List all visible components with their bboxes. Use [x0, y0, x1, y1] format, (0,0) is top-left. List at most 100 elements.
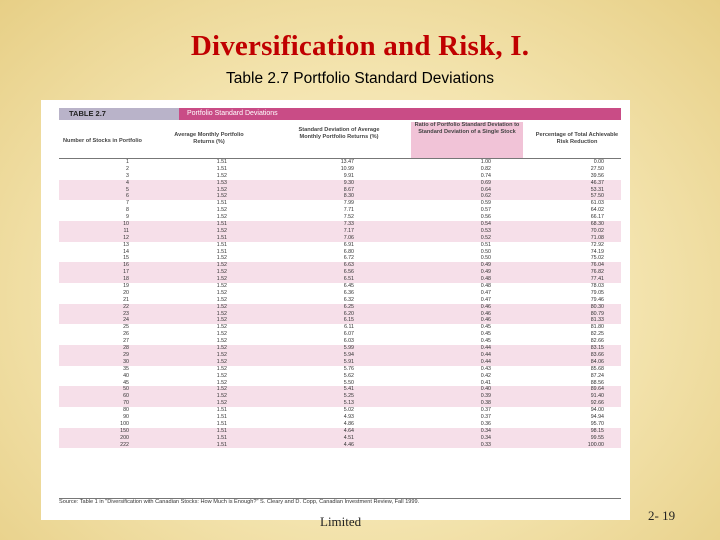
cell-std-dev: 5.13	[343, 400, 354, 407]
cell-avg-return: 1.52	[216, 358, 227, 365]
table-row: 35 1.52 5.76 0.43 85.68	[59, 366, 621, 373]
cell-stocks: 21	[123, 296, 129, 303]
cell-stocks: 14	[123, 248, 129, 255]
cell-risk-reduction: 74.19	[590, 248, 604, 255]
table-name: Portfolio Standard Deviations	[179, 108, 621, 120]
cell-std-dev: 5.62	[343, 372, 354, 379]
table-row: 50 1.52 5.41 0.40 89.64	[59, 386, 621, 394]
cell-stocks: 10	[123, 221, 129, 228]
cell-stocks: 222	[120, 441, 129, 448]
cell-std-dev: 6.45	[343, 283, 354, 290]
cell-risk-reduction: 53.31	[590, 186, 604, 193]
cell-std-dev: 6.25	[343, 303, 354, 310]
cell-stocks: 28	[123, 345, 129, 352]
cell-ratio: 0.48	[480, 283, 491, 290]
cell-std-dev: 6.91	[343, 241, 354, 248]
cell-avg-return: 1.51	[216, 427, 227, 434]
cell-avg-return: 1.52	[216, 365, 227, 372]
cell-stocks: 90	[123, 413, 129, 420]
cell-stocks: 18	[123, 276, 129, 283]
cell-stocks: 30	[123, 358, 129, 365]
header-number-of-stocks: Number of Stocks in Portfolio	[63, 138, 142, 144]
cell-std-dev: 5.99	[343, 345, 354, 352]
cell-stocks: 45	[123, 379, 129, 386]
cell-stocks: 20	[123, 289, 129, 296]
table-row: 25 1.52 6.11 0.45 81.80	[59, 324, 621, 331]
cell-risk-reduction: 98.15	[590, 427, 604, 434]
cell-std-dev: 6.32	[343, 296, 354, 303]
cell-risk-reduction: 81.33	[590, 317, 604, 324]
cell-risk-reduction: 83.15	[590, 345, 604, 352]
cell-stocks: 3	[126, 172, 129, 179]
cell-risk-reduction: 61.03	[590, 200, 604, 207]
header-risk-reduction: Percentage of Total Achievable Risk Redu…	[535, 132, 619, 145]
cell-risk-reduction: 75.02	[590, 255, 604, 262]
cell-ratio: 1.00	[480, 159, 491, 165]
cell-ratio: 0.44	[480, 358, 491, 365]
cell-ratio: 0.51	[480, 241, 491, 248]
cell-stocks: 16	[123, 262, 129, 269]
table-row: 3 1.52 9.91 0.74 39.56	[59, 173, 621, 180]
cell-avg-return: 1.52	[216, 186, 227, 193]
table-row: 19 1.52 6.45 0.48 78.03	[59, 283, 621, 290]
cell-avg-return: 1.53	[216, 179, 227, 186]
table-row: 90 1.51 4.93 0.37 94.94	[59, 414, 621, 421]
cell-avg-return: 1.52	[216, 289, 227, 296]
cell-std-dev: 7.17	[343, 227, 354, 234]
cell-risk-reduction: 99.55	[590, 434, 604, 441]
cell-std-dev: 7.71	[343, 207, 354, 214]
cell-ratio: 0.46	[480, 310, 491, 317]
cell-risk-reduction: 94.94	[590, 413, 604, 420]
cell-risk-reduction: 46.37	[590, 179, 604, 186]
cell-risk-reduction: 88.56	[590, 379, 604, 386]
table-row: 18 1.52 6.51 0.48 77.41	[59, 276, 621, 284]
table-row: 15 1.52 6.72 0.50 75.02	[59, 255, 621, 262]
cell-stocks: 8	[126, 207, 129, 214]
table-row: 22 1.52 6.25 0.46 80.30	[59, 303, 621, 311]
cell-stocks: 23	[123, 310, 129, 317]
table-header: Number of Stocks in Portfolio Average Mo…	[59, 122, 621, 159]
cell-stocks: 9	[126, 214, 129, 221]
cell-std-dev: 4.51	[343, 434, 354, 441]
table-row: 222 1.51 4.46 0.33 100.00	[59, 441, 621, 449]
cell-stocks: 40	[123, 372, 129, 379]
cell-risk-reduction: 81.80	[590, 324, 604, 331]
cell-avg-return: 1.52	[216, 303, 227, 310]
cell-std-dev: 6.72	[343, 255, 354, 262]
table-row: 17 1.52 6.56 0.49 76.82	[59, 269, 621, 277]
cell-stocks: 200	[120, 434, 129, 441]
slide-title: Diversification and Risk, I.	[190, 30, 530, 62]
cell-ratio: 0.53	[480, 227, 491, 234]
cell-ratio: 0.69	[480, 179, 491, 186]
cell-stocks: 60	[123, 393, 129, 400]
table-badge: TABLE 2.7	[59, 108, 179, 120]
cell-ratio: 0.41	[480, 379, 491, 386]
cell-ratio: 0.47	[480, 296, 491, 303]
cell-std-dev: 6.51	[343, 276, 354, 283]
table-row: 12 1.51 7.06 0.52 71.08	[59, 234, 621, 242]
cell-avg-return: 1.52	[216, 324, 227, 331]
cell-risk-reduction: 84.06	[590, 358, 604, 365]
table-row: 23 1.52 6.20 0.46 80.79	[59, 310, 621, 318]
header-ratio: Ratio of Portfolio Standard Deviation to…	[411, 122, 523, 158]
cell-std-dev: 9.91	[343, 172, 354, 179]
cell-avg-return: 1.52	[216, 214, 227, 221]
table-row: 27 1.52 6.03 0.45 82.66	[59, 338, 621, 345]
cell-avg-return: 1.52	[216, 276, 227, 283]
table-row: 21 1.52 6.32 0.47 79.46	[59, 297, 621, 304]
cell-ratio: 0.50	[480, 248, 491, 255]
cell-stocks: 22	[123, 303, 129, 310]
cell-avg-return: 1.52	[216, 372, 227, 379]
cell-ratio: 0.43	[480, 365, 491, 372]
cell-risk-reduction: 95.70	[590, 420, 604, 427]
cell-avg-return: 1.52	[216, 193, 227, 200]
cell-risk-reduction: 57.50	[590, 193, 604, 200]
cell-std-dev: 5.41	[343, 386, 354, 393]
cell-stocks: 12	[123, 234, 129, 241]
cell-avg-return: 1.52	[216, 386, 227, 393]
cell-stocks: 17	[123, 269, 129, 276]
table-image: TABLE 2.7 Portfolio Standard Deviations …	[41, 100, 630, 520]
cell-std-dev: 13.47	[340, 159, 354, 165]
cell-stocks: 100	[120, 420, 129, 427]
cell-ratio: 0.36	[480, 420, 491, 427]
